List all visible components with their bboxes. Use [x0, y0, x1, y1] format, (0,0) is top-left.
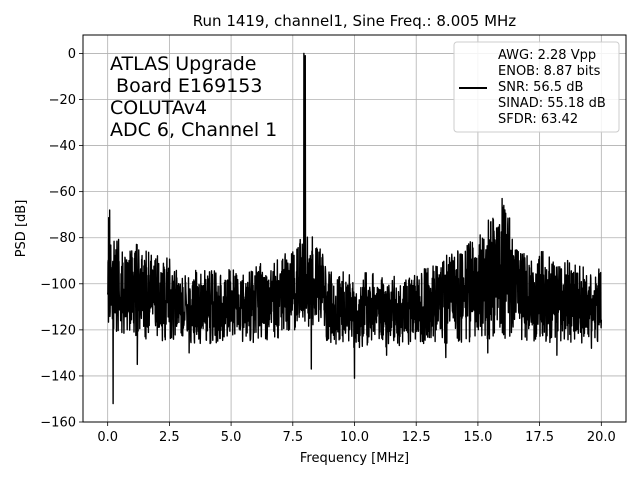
psd-series-layer [106, 52, 603, 405]
annotation-line: ADC 6, Channel 1 [110, 119, 277, 141]
x-tick-label: 15.0 [463, 430, 492, 445]
x-tick-label: 7.5 [282, 430, 303, 445]
x-tick-label: 0.0 [97, 430, 118, 445]
tick-layer: 0.0 2.5 5.0 7.5 10.0 12.5 15.0 17.5 20.0 0 −20 −40 −… [40, 47, 616, 445]
x-tick-label: 10.0 [340, 430, 369, 445]
y-tick-label: −100 [40, 277, 76, 292]
y-tick-label: −20 [49, 93, 76, 108]
legend-text-line: SNR: 56.5 dB [498, 80, 583, 95]
legend-text-line: SINAD: 55.18 dB [498, 96, 606, 111]
annotation-line: ATLAS Upgrade [110, 53, 256, 75]
x-tick-label: 5.0 [221, 430, 242, 445]
y-tick-label: −60 [49, 185, 76, 200]
legend-text-line: AWG: 2.28 Vpp [498, 48, 596, 63]
x-axis-label: Frequency [MHz] [300, 451, 409, 466]
legend-box [453, 41, 620, 133]
y-tick-label: −120 [40, 323, 76, 338]
y-axis-label: PSD [dB] [14, 200, 29, 258]
legend-text-line: SFDR: 63.42 [498, 112, 578, 127]
y-tick-label: −80 [49, 231, 76, 246]
annotation-line: COLUTAv4 [110, 97, 207, 119]
y-tick-label: 0 [68, 47, 76, 62]
x-tick-label: 2.5 [159, 430, 180, 445]
x-tick-label: 20.0 [587, 430, 616, 445]
legend-text-line: ENOB: 8.87 bits [498, 64, 601, 79]
x-tick-label: 12.5 [402, 430, 431, 445]
y-tick-label: −160 [40, 416, 76, 431]
y-tick-label: −40 [49, 139, 76, 154]
x-tick-label: 17.5 [525, 430, 554, 445]
y-tick-label: −140 [40, 369, 76, 384]
psd-line [106, 52, 603, 405]
chart-title: Run 1419, channel1, Sine Freq.: 8.005 MH… [193, 12, 517, 30]
annotation-line: Board E169153 [110, 75, 262, 97]
